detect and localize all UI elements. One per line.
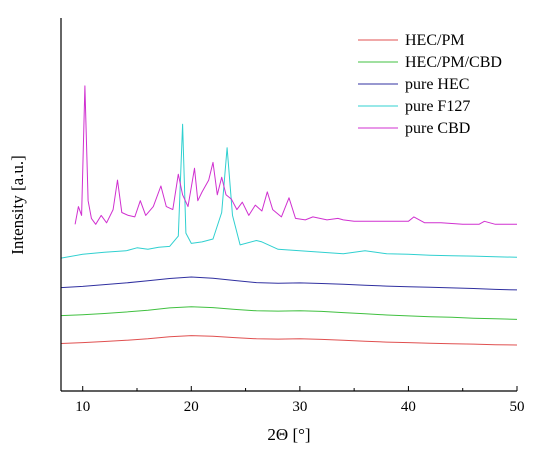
series-line-3 bbox=[60, 123, 518, 259]
x-tick-label-0: 10 bbox=[75, 399, 90, 415]
legend-label-0: HEC/PM bbox=[405, 32, 465, 49]
legend: HEC/PM HEC/PM/CBD pure HEC pure F127 pure CB… bbox=[358, 32, 502, 137]
legend-label-1: HEC/PM/CBD bbox=[405, 54, 502, 71]
series-line-2 bbox=[60, 276, 518, 291]
x-ticks: 10 20 30 40 50 bbox=[75, 386, 525, 415]
series-line-0 bbox=[60, 335, 518, 346]
legend-label-2: pure HEC bbox=[405, 76, 469, 93]
series-line-1 bbox=[60, 306, 518, 320]
plot-lines bbox=[60, 85, 518, 346]
x-tick-label-2: 30 bbox=[292, 399, 307, 415]
x-tick-label-3: 40 bbox=[401, 399, 416, 415]
x-axis-title: 2Θ [°] bbox=[267, 425, 310, 444]
y-axis-title: Intensity [a.u.] bbox=[8, 155, 27, 255]
x-tick-label-4: 50 bbox=[510, 399, 525, 415]
series-line-4 bbox=[74, 85, 517, 225]
legend-label-3: pure F127 bbox=[405, 98, 470, 115]
legend-label-4: pure CBD bbox=[405, 120, 470, 137]
x-tick-label-1: 20 bbox=[184, 399, 199, 415]
